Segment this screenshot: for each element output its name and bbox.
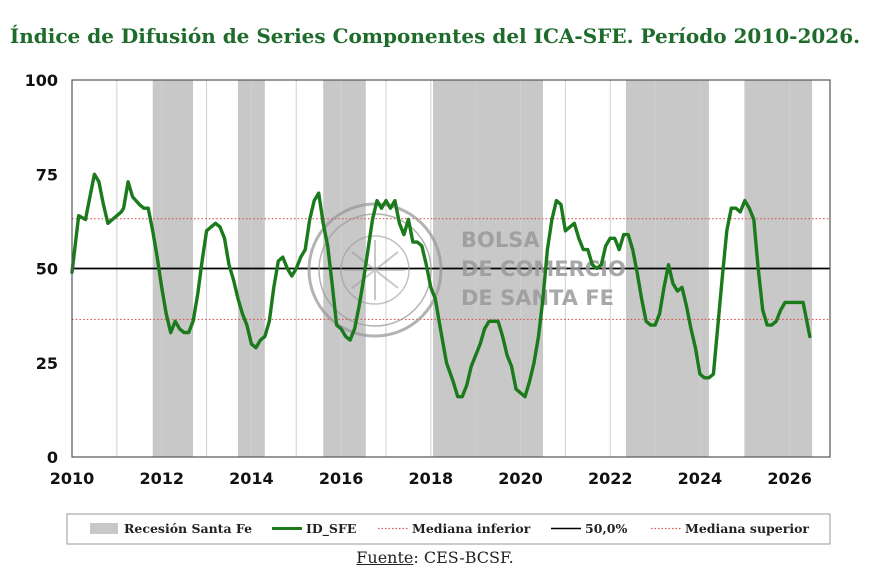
y-tick-label-0: 0 bbox=[47, 448, 58, 467]
legend-label-recession: Recesión Santa Fe bbox=[124, 521, 252, 536]
y-tick-label-2: 50 bbox=[36, 260, 58, 279]
x-axis-ticks: 2010 2012 2014 2016 2018 2020 2022 2024 2026 bbox=[50, 469, 812, 488]
watermark-line-3: DE SANTA FE bbox=[461, 286, 614, 310]
legend: Recesión Santa Fe ID_SFE Mediana inferio… bbox=[66, 513, 831, 545]
y-tick-label-4: 100 bbox=[25, 71, 58, 90]
x-tick-label-0: 2010 bbox=[50, 469, 95, 488]
y-tick-label-1: 25 bbox=[36, 354, 58, 373]
source-note: Fuente: CES-BCSF. bbox=[0, 548, 870, 567]
chart-title: Índice de Difusión de Series Componentes… bbox=[9, 24, 861, 48]
reference-lines bbox=[72, 218, 830, 320]
y-tick-label-3: 75 bbox=[36, 165, 58, 184]
legend-label-id-sfe: ID_SFE bbox=[306, 521, 356, 537]
x-tick-label-5: 2020 bbox=[498, 469, 543, 488]
x-tick-label-6: 2022 bbox=[588, 469, 633, 488]
x-tick-label-8: 2026 bbox=[767, 469, 812, 488]
series-line-0 bbox=[70, 172, 812, 399]
plot-frame bbox=[71, 79, 831, 458]
x-tick-label-1: 2012 bbox=[139, 469, 184, 488]
source-label: Fuente bbox=[356, 548, 414, 567]
x-tick-label-7: 2024 bbox=[678, 469, 723, 488]
x-tick-label-2: 2014 bbox=[229, 469, 274, 488]
source-text: : CES-BCSF. bbox=[413, 548, 514, 567]
legend-label-mediana-superior: Mediana superior bbox=[685, 521, 809, 536]
legend-label-mediana-inferior: Mediana inferior bbox=[412, 521, 531, 536]
legend-label-threshold: 50,0% bbox=[585, 521, 627, 536]
y-axis-ticks: 0 25 50 75 100 bbox=[25, 71, 58, 467]
watermark-line-1: BOLSA bbox=[461, 228, 540, 252]
x-tick-label-3: 2016 bbox=[319, 469, 364, 488]
x-tick-label-4: 2018 bbox=[409, 469, 454, 488]
legend-swatch-recession bbox=[90, 523, 118, 534]
series-group bbox=[70, 172, 812, 399]
